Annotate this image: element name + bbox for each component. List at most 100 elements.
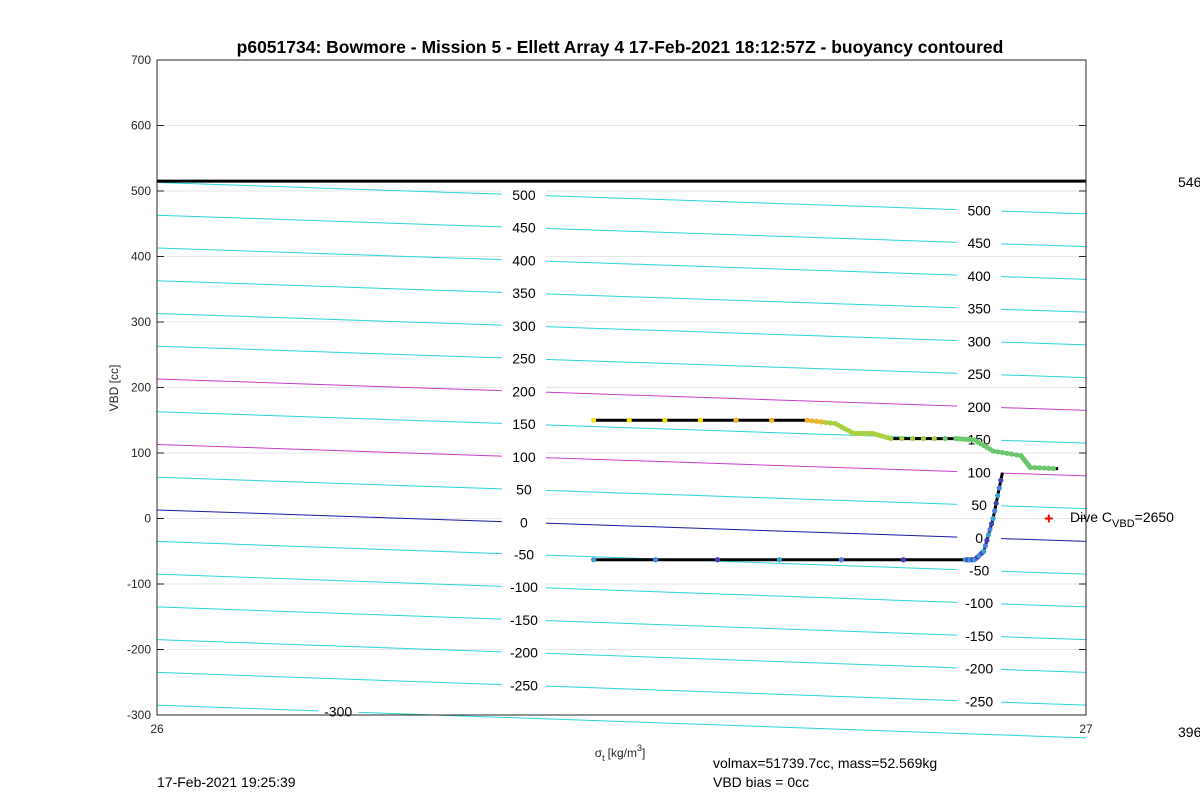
contour-label-bg [957, 235, 1002, 252]
contour-label-bg [957, 333, 1002, 350]
contour-line [156, 509, 1087, 542]
y-tick-label: -300 [127, 708, 151, 722]
contour-line [156, 443, 1087, 477]
contour-line [156, 181, 1087, 215]
contour-label-bg [501, 611, 546, 628]
right-label-bottom: 396 [1178, 724, 1200, 740]
dive-series [157, 179, 1086, 563]
contour-line [156, 540, 1087, 575]
contour-line [156, 573, 1087, 608]
y-tick-label: -100 [127, 577, 151, 591]
contour-line [156, 247, 1087, 280]
series-point [1009, 451, 1015, 457]
series-point [838, 557, 844, 563]
contour-label: -100 [965, 595, 993, 611]
contour-label: 250 [512, 351, 536, 367]
contour-labels: 500450400350300250200150100500-50-100-15… [318, 186, 1002, 720]
contour-label-bg [957, 660, 1002, 677]
dive-cvbd-sub: VBD [1112, 518, 1135, 530]
series-point [981, 548, 987, 554]
series-point [995, 492, 1001, 499]
contour-label: 500 [512, 187, 536, 203]
series-point [1004, 450, 1010, 456]
contour-label: 400 [967, 268, 991, 284]
contour-label: 50 [516, 482, 532, 498]
contour-line [156, 476, 1087, 510]
series-point [899, 435, 905, 442]
series-point [823, 419, 829, 426]
grid-lines [157, 59, 1086, 716]
contour-label-bg [957, 693, 1002, 710]
series-point [990, 515, 996, 522]
contour-label-bg [501, 514, 546, 531]
contour-label: -200 [510, 645, 538, 661]
contour-label-bg [957, 267, 1002, 284]
series-point [591, 417, 597, 423]
contour-label: 400 [512, 252, 536, 268]
contour-label-bg [957, 562, 1002, 579]
contour-label-bg [957, 497, 1002, 514]
dive-cvbd-value: =2650 [1135, 509, 1175, 525]
series-point [992, 508, 998, 514]
contour-label-bg [501, 285, 546, 302]
contour-label-bg [501, 546, 546, 563]
series-point [888, 435, 894, 442]
series-point [1032, 465, 1038, 471]
series-point [1027, 464, 1033, 471]
contour-label-bg [501, 448, 546, 465]
series-point [818, 419, 824, 425]
footer-vbd-bias: VBD bias = 0cc [713, 774, 809, 790]
contour-label-bg [501, 219, 546, 236]
contour-label-bg [501, 579, 546, 596]
contour-label: -100 [510, 579, 538, 595]
dive-cvbd-annotation: Dive CVBD=2650 [1070, 509, 1174, 530]
x-axis-label-symbol: σ [595, 746, 603, 760]
contour-label-bg [501, 677, 546, 694]
contour-label-bg [501, 252, 546, 269]
contour-label: -150 [965, 628, 993, 644]
series-point [909, 435, 916, 442]
series-point [776, 557, 783, 563]
contour-label-bg [501, 350, 546, 367]
contour-label: 350 [512, 285, 536, 301]
y-axis-label: VBD [cc] [107, 365, 121, 412]
contour-label-bg [957, 366, 1002, 383]
contour-label-bg [501, 383, 546, 400]
contour-label: 50 [971, 497, 987, 513]
x-axis-label-close: ] [642, 746, 645, 760]
series-point [813, 418, 820, 424]
series-point [1036, 465, 1043, 471]
series-point [1050, 465, 1057, 472]
x-axis-label-sup: 3 [637, 743, 642, 753]
contour-lines [156, 181, 1087, 739]
series-point [769, 417, 775, 423]
contour-label: 250 [967, 366, 991, 382]
series-point [998, 477, 1004, 483]
series-point [942, 435, 948, 442]
footer-timestamp: 17-Feb-2021 19:25:39 [157, 774, 296, 790]
series-point [733, 417, 739, 423]
series-point [920, 435, 927, 442]
series-point [931, 435, 937, 442]
contour-label: 0 [975, 530, 983, 546]
contour-label-bg [501, 186, 546, 203]
y-tick-label: 100 [131, 446, 151, 460]
y-tick-label: 200 [131, 381, 151, 395]
contour-label: 450 [967, 235, 991, 251]
contour-label-bg [501, 416, 546, 433]
contour-label: -50 [514, 546, 534, 562]
series-point [652, 557, 659, 563]
contour-label: 100 [967, 464, 991, 480]
contour-label-bg [957, 595, 1002, 612]
x-tick-label: 27 [1079, 722, 1093, 736]
series-point [626, 417, 632, 423]
y-tick-label: 700 [131, 53, 151, 67]
x-axis-label: σt [kg/m3] [595, 743, 646, 763]
series-point [987, 526, 993, 533]
x-axis-label-sub: t [602, 753, 605, 763]
series-point [993, 500, 999, 506]
x-tick-label: 26 [150, 722, 164, 736]
series-point [996, 485, 1002, 491]
series-point [1041, 465, 1047, 471]
